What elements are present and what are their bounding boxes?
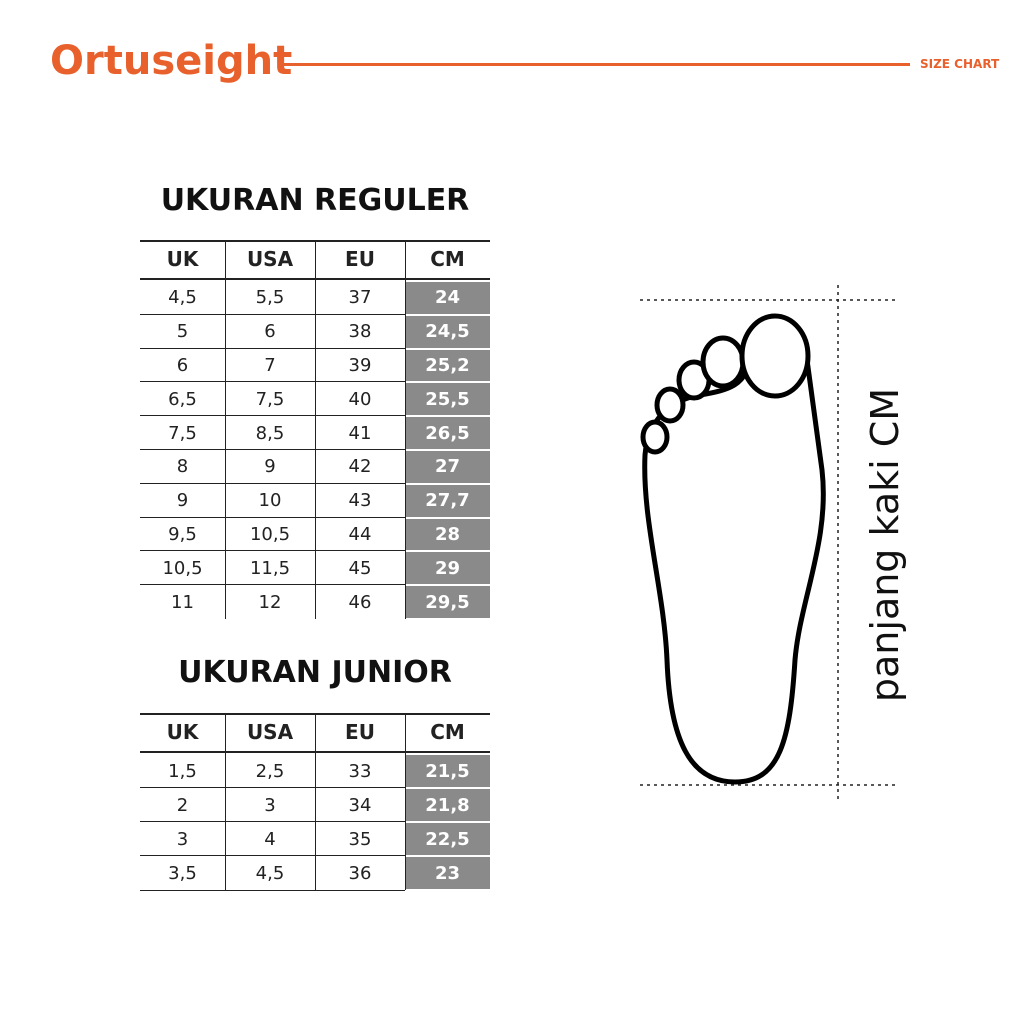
size-cell: 10,5 xyxy=(162,557,203,579)
column-header: EU xyxy=(345,247,375,271)
size-cell: 34 xyxy=(348,794,372,816)
size-cell: 4,5 xyxy=(255,862,285,884)
size-cell: 40 xyxy=(348,388,372,410)
size-cell: 12 xyxy=(258,591,282,613)
cm-cell: 27,7 xyxy=(405,484,490,517)
row-rule xyxy=(140,415,405,417)
cm-cell: 25,2 xyxy=(405,349,490,382)
column-header: UK xyxy=(166,720,199,744)
size-cell: 4,5 xyxy=(168,287,197,309)
size-cell: 41 xyxy=(348,422,372,444)
header-label: SIZE CHART xyxy=(920,57,1000,71)
row-rule xyxy=(140,482,405,484)
cm-cell: 25,5 xyxy=(405,383,490,416)
column-header: CM xyxy=(430,247,465,271)
row-rule xyxy=(140,347,405,349)
size-cell: 9,5 xyxy=(168,523,197,545)
measure-label: panjang kaki CM xyxy=(863,388,907,702)
column-rule xyxy=(405,713,406,890)
size-cell: 44 xyxy=(348,523,372,545)
size-cell: 11 xyxy=(171,591,194,613)
column-header: UK xyxy=(166,247,199,271)
size-cell: 9 xyxy=(176,490,189,512)
size-cell: 8 xyxy=(176,456,189,478)
row-rule xyxy=(140,584,405,586)
cm-cell: 24 xyxy=(405,282,490,314)
column-header: EU xyxy=(345,720,375,744)
size-cell: 39 xyxy=(348,354,372,376)
size-cell: 7 xyxy=(264,354,276,376)
cm-cell: 21,5 xyxy=(405,755,490,787)
foot-outline xyxy=(640,313,826,785)
cm-cell: 28 xyxy=(405,518,490,551)
cm-cell: 27 xyxy=(405,451,490,483)
size-cell: 3 xyxy=(264,794,276,816)
size-cell: 38 xyxy=(348,321,372,343)
size-cell: 5,5 xyxy=(255,287,285,309)
column-rule xyxy=(315,240,316,619)
size-cell: 42 xyxy=(348,456,372,478)
size-cell: 7,5 xyxy=(168,422,197,444)
column-rule xyxy=(405,240,406,619)
size-cell: 7,5 xyxy=(255,388,285,410)
cm-cell: 21,8 xyxy=(405,789,490,821)
table-bottom-rule xyxy=(140,890,405,891)
column-header: CM xyxy=(430,720,465,744)
row-rule xyxy=(140,516,405,518)
size-cell: 2 xyxy=(176,794,189,816)
column-rule xyxy=(315,713,316,890)
row-rule xyxy=(140,855,405,856)
size-cell: 1,5 xyxy=(168,760,197,782)
size-cell: 2,5 xyxy=(255,760,285,782)
size-cell: 10 xyxy=(258,490,282,512)
size-cell: 43 xyxy=(348,490,372,512)
size-cell: 4 xyxy=(264,828,276,850)
row-rule xyxy=(140,449,405,450)
size-cell: 5 xyxy=(176,321,189,343)
cm-cell: 29,5 xyxy=(405,586,490,618)
size-cell: 10,5 xyxy=(249,523,291,545)
size-cell: 3,5 xyxy=(168,862,197,884)
size-cell: 6,5 xyxy=(168,388,197,410)
size-cell: 11,5 xyxy=(249,557,291,579)
column-rule xyxy=(225,240,226,619)
row-rule xyxy=(140,787,405,788)
brand-logo: Ortuseight xyxy=(50,38,293,84)
cm-cell: 23 xyxy=(405,857,490,889)
cm-cell: 24,5 xyxy=(405,315,490,348)
row-rule xyxy=(140,550,405,552)
table-title: UKURAN REGULER xyxy=(160,183,470,218)
column-header: USA xyxy=(246,247,294,271)
size-cell: 9 xyxy=(264,456,276,478)
size-cell: 35 xyxy=(348,828,372,850)
table-title: UKURAN JUNIOR xyxy=(178,655,452,690)
size-cell: 8,5 xyxy=(255,422,285,444)
size-cell: 33 xyxy=(348,760,372,782)
cm-cell: 29 xyxy=(405,552,490,585)
row-rule xyxy=(140,821,405,822)
row-rule xyxy=(140,381,405,383)
measure-guides xyxy=(640,285,895,800)
size-cell: 6 xyxy=(176,354,189,376)
column-rule xyxy=(225,713,226,890)
cm-cell: 22,5 xyxy=(405,823,490,855)
size-cell: 46 xyxy=(348,591,372,613)
cm-cell: 26,5 xyxy=(405,417,490,449)
column-header: USA xyxy=(246,720,294,744)
size-cell: 36 xyxy=(348,862,372,884)
row-rule xyxy=(140,313,405,315)
size-cell: 3 xyxy=(176,828,189,850)
size-cell: 45 xyxy=(348,557,372,579)
size-cell: 37 xyxy=(348,287,372,309)
header-rule xyxy=(280,63,910,66)
size-cell: 6 xyxy=(264,321,276,343)
